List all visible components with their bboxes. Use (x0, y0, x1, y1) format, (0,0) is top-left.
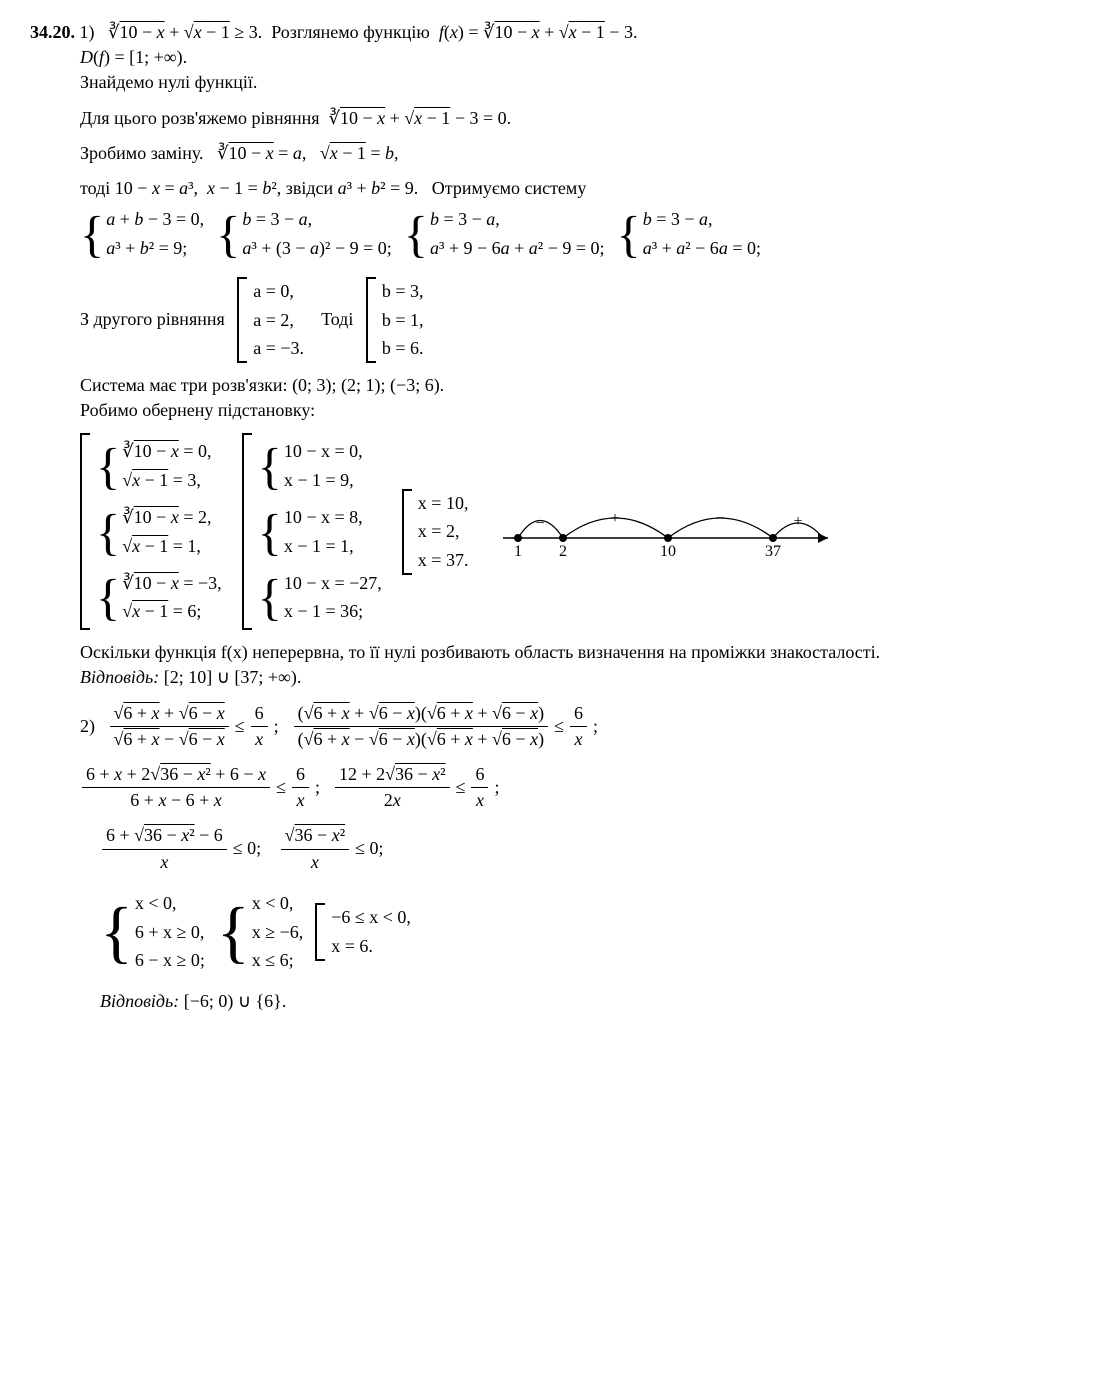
answer1-line: Відповідь: [2; 10] ∪ [37; +∞). (30, 665, 1070, 690)
sysB-2: x ≤ 6; (252, 946, 304, 975)
part1-label: 1) (80, 22, 95, 42)
sys-c: −6 ≤ x < 0, x = 6. (315, 903, 411, 961)
then-text2: звідси (286, 178, 333, 198)
svg-text:2: 2 (559, 543, 567, 560)
part2-line3: 6 + √36 − x² − 6 x ≤ 0; √36 − x² x ≤ 0; (30, 823, 1070, 874)
answer2: [−6; 0) ∪ {6}. (184, 991, 287, 1011)
line-problem-header: 34.20. 1) ∛10 − x + √x − 1 ≥ 3. Розгляне… (30, 20, 1070, 45)
sysA-1: 6 + x ≥ 0, (135, 918, 205, 947)
sys-has: Система має три розв'язки: (0; 3); (2; 1… (30, 373, 1070, 398)
from-second-text: З другого рівняння (80, 307, 225, 332)
back-sub-outer: { ∛10 − x = 0, √x − 1 = 3, { ∛10 − x = 2… (80, 433, 230, 630)
frac-6x-4: 6x (471, 762, 488, 813)
then-line: тоді 10 − x = a³, x − 1 = b², звідси a³ … (30, 176, 1070, 201)
then-label: Тоді (321, 307, 353, 332)
sysC-0: −6 ≤ x < 0, (331, 903, 411, 932)
then-text: тоді (80, 178, 110, 198)
number-line-diagram: − + − + 1 2 10 37 (498, 493, 838, 570)
system-2: { b = 3 − a, a³ + (3 − a)² − 9 = 0; (216, 205, 392, 263)
part2-systems: { x < 0, 6 + x ≥ 0, 6 − x ≥ 0; { x < 0, … (30, 885, 1070, 979)
bs6a: 10 − x = −27, (284, 569, 382, 598)
sysA-0: x < 0, (135, 889, 205, 918)
svg-text:−: − (536, 515, 545, 532)
since-text: Оскільки функція f(x) неперервна, то її … (30, 640, 1070, 665)
part2-line1: 2) √6 + x + √6 − x √6 + x − √6 − x ≤ 6 x… (30, 701, 1070, 752)
sysB-1: x ≥ −6, (252, 918, 304, 947)
frac-2: (√6 + x + √6 − x)(√6 + x + √6 − x) (√6 +… (294, 701, 548, 752)
b-sol-0: b = 3, (382, 277, 424, 306)
back-sub-mid: { 10 − x = 0, x − 1 = 9, { 10 − x = 8, x… (242, 433, 390, 630)
find-zeros: Знайдемо нулі функції. (30, 70, 1070, 95)
answer1: [2; 10] ∪ [37; +∞). (164, 667, 302, 687)
x-sol-1: x = 2, (418, 517, 469, 546)
b-sol-1: b = 1, (382, 306, 424, 335)
a-sol-0: a = 0, (253, 277, 304, 306)
domain-line: D(f) = [1; +∞). (30, 45, 1070, 70)
x-solutions: x = 10, x = 2, x = 37. (402, 489, 469, 575)
bs5b: x − 1 = 1, (284, 532, 363, 561)
svg-text:10: 10 (660, 543, 676, 560)
sys-b: { x < 0, x ≥ −6, x ≤ 6; (217, 889, 303, 975)
frac-1: √6 + x + √6 − x √6 + x − √6 − x (110, 701, 229, 752)
consider-text: Розглянемо функцію (271, 22, 430, 42)
x-sol-0: x = 10, (418, 489, 469, 518)
system-chain: { a + b − 3 = 0, a³ + b² = 9; { b = 3 − … (30, 201, 1070, 267)
system-4: { b = 3 − a, a³ + a² − 6a = 0; (617, 205, 761, 263)
answer1-label: Відповідь: (80, 667, 159, 687)
bs4a: 10 − x = 0, (284, 437, 363, 466)
answer2-label: Відповідь: (100, 991, 179, 1011)
part2-label: 2) (80, 714, 95, 739)
svg-text:−: − (716, 510, 725, 527)
b-solutions: b = 3, b = 1, b = 6. (366, 277, 424, 363)
bs6b: x − 1 = 36; (284, 597, 382, 626)
answer2-line: Відповідь: [−6; 0) ∪ {6}. (30, 989, 1070, 1014)
svg-text:37: 37 (765, 543, 781, 560)
a-solutions: a = 0, a = 2, a = −3. (237, 277, 304, 363)
x-sol-2: x = 37. (418, 546, 469, 575)
frac-6x-1: 6 x (251, 701, 268, 752)
sysC-1: x = 6. (331, 932, 411, 961)
svg-text:+: + (611, 510, 620, 527)
svg-text:1: 1 (514, 543, 522, 560)
f-def: f (439, 22, 444, 42)
frac-6: √36 − x² x (281, 823, 349, 874)
back-sub-block: { ∛10 − x = 0, √x − 1 = 3, { ∛10 − x = 2… (30, 433, 1070, 630)
svg-text:+: + (794, 513, 803, 530)
a-sol-1: a = 2, (253, 306, 304, 335)
system-3: { b = 3 − a, a³ + 9 − 6a + a² − 9 = 0; (404, 205, 605, 263)
solve-eq-line: Для цього розв'яжемо рівняння ∛10 − x + … (30, 106, 1070, 131)
solve-eq-text: Для цього розв'яжемо рівняння (80, 108, 319, 128)
frac-6x-3: 6x (292, 762, 309, 813)
frac-4: 12 + 2√36 − x² 2x (335, 762, 450, 813)
frac-5: 6 + √36 − x² − 6 x (102, 823, 227, 874)
sysA-2: 6 − x ≥ 0; (135, 946, 205, 975)
substitute-text: Зробимо заміну. (80, 143, 204, 163)
frac-3: 6 + x + 2√36 − x² + 6 − x 6 + x − 6 + x (82, 762, 270, 813)
part1-ineq: ∛10 − x + √x − 1 ≥ 3. (104, 22, 267, 42)
a-sol-2: a = −3. (253, 334, 304, 363)
back-sub: Робимо обернену підстановку: (30, 398, 1070, 423)
substitute-line: Зробимо заміну. ∛10 − x = a, √x − 1 = b, (30, 141, 1070, 166)
sys-a: { x < 0, 6 + x ≥ 0, 6 − x ≥ 0; (100, 889, 205, 975)
from-second-line: З другого рівняння a = 0, a = 2, a = −3.… (30, 277, 1070, 363)
part2-line2: 6 + x + 2√36 − x² + 6 − x 6 + x − 6 + x … (30, 762, 1070, 813)
bs5a: 10 − x = 8, (284, 503, 363, 532)
problem-number: 34.20. (30, 22, 75, 42)
system-1: { a + b − 3 = 0, a³ + b² = 9; (80, 205, 204, 263)
bs4b: x − 1 = 9, (284, 466, 363, 495)
b-sol-2: b = 6. (382, 334, 424, 363)
get-system: Отримуємо систему (432, 178, 587, 198)
frac-6x-2: 6x (570, 701, 587, 752)
sysB-0: x < 0, (252, 889, 304, 918)
